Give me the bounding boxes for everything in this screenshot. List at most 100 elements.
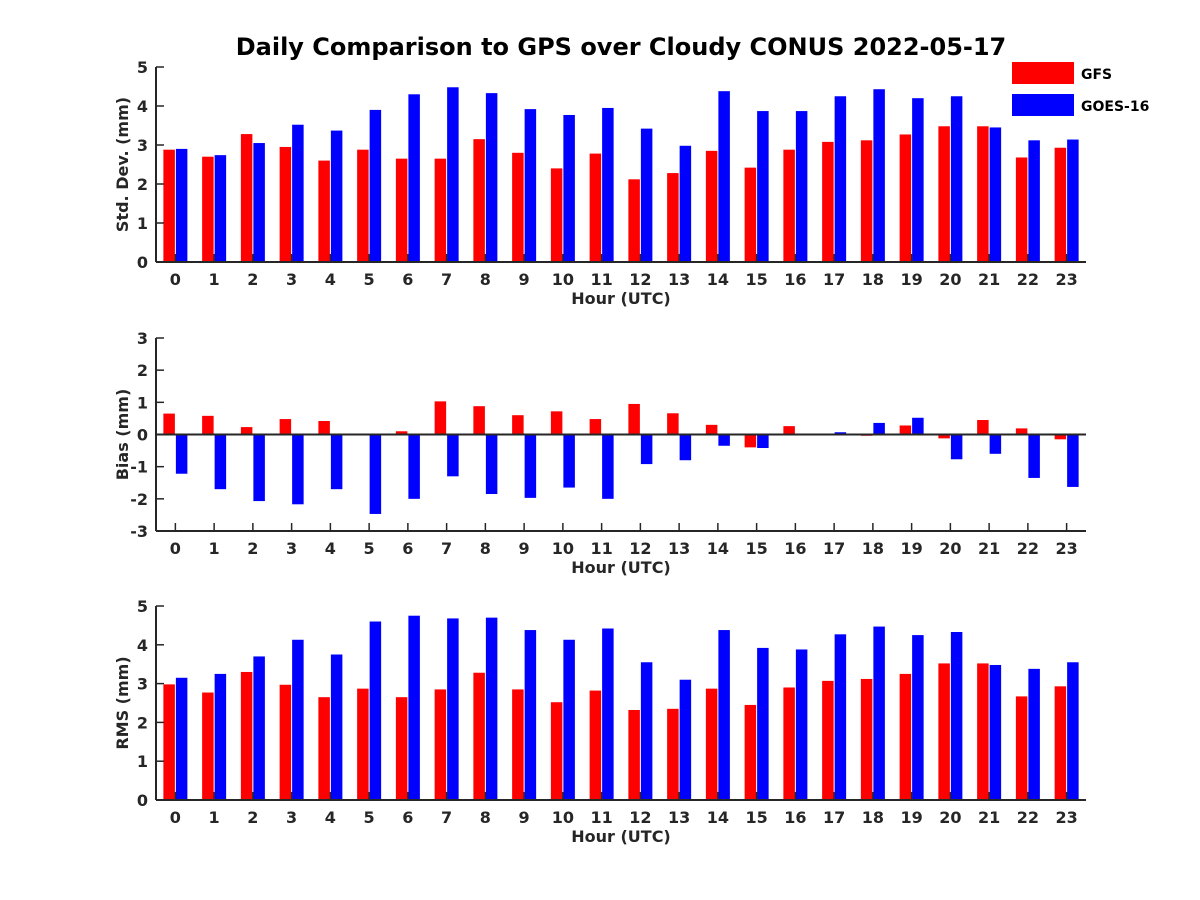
bias-bar-gfs-2 — [240, 427, 253, 435]
std-dev-bar-goes16-14 — [718, 91, 730, 263]
rms-x-tick-label: 6 — [402, 808, 413, 827]
bias-bar-goes16-7 — [447, 434, 459, 477]
rms-bar-gfs-1 — [202, 692, 214, 800]
bias-bar-gfs-7 — [434, 401, 447, 435]
rms-x-tick-label: 2 — [247, 808, 258, 827]
std-dev-bar-goes16-2 — [253, 143, 265, 262]
rms-bar-goes16-12 — [640, 662, 653, 800]
rms-bar-gfs-5 — [357, 688, 369, 800]
bias-x-tick-label: 6 — [402, 539, 413, 558]
bias-x-tick-label: 4 — [325, 539, 336, 558]
bias-x-tick-label: 16 — [784, 539, 806, 558]
rms-bar-goes16-22 — [1028, 668, 1040, 800]
rms-x-tick-label: 13 — [668, 808, 690, 827]
bias-bar-gfs-1 — [202, 415, 214, 435]
bias-bar-goes16-1 — [214, 434, 227, 490]
rms-bar-goes16-20 — [950, 632, 963, 800]
rms-bar-gfs-15 — [744, 704, 757, 800]
bias-x-tick-label: 7 — [441, 539, 452, 558]
bias-x-tick-label: 12 — [629, 539, 651, 558]
std-dev-bar-gfs-15 — [744, 167, 757, 262]
rms-bar-goes16-10 — [563, 639, 575, 800]
bias-bar-gfs-0 — [163, 413, 175, 435]
legend-label-goes16: GOES-16 — [1081, 99, 1149, 115]
std-dev-bar-gfs-5 — [357, 149, 369, 262]
bias-bar-gfs-22 — [1015, 428, 1028, 435]
std-dev-x-axis-label: Hour (UTC) — [571, 289, 671, 308]
std-dev-x-tick-label: 19 — [900, 270, 922, 289]
std-dev-bar-gfs-4 — [318, 160, 330, 262]
rms-x-tick-label: 14 — [707, 808, 729, 827]
std-dev-bar-goes16-10 — [563, 114, 575, 262]
rms-x-tick-label: 3 — [286, 808, 297, 827]
std-dev-x-tick-label: 18 — [862, 270, 884, 289]
std-dev-y-axis-label: Std. Dev. (mm) — [113, 97, 132, 232]
std-dev-bar-goes16-4 — [330, 130, 343, 262]
rms-x-tick-label: 23 — [1055, 808, 1077, 827]
std-dev-bar-goes16-13 — [679, 145, 692, 262]
rms-bar-goes16-3 — [292, 639, 304, 800]
bias-bar-gfs-4 — [318, 420, 330, 435]
std-dev-y-tick-label: 2 — [137, 175, 148, 194]
rms-bar-goes16-15 — [757, 647, 769, 800]
std-dev-x-tick-label: 11 — [590, 270, 612, 289]
rms-bar-gfs-6 — [395, 697, 408, 800]
std-dev-bar-goes16-7 — [447, 87, 459, 262]
std-dev-bar-gfs-2 — [240, 134, 253, 262]
std-dev-bar-goes16-20 — [950, 96, 963, 262]
rms-bar-goes16-2 — [253, 656, 265, 800]
bias-bar-goes16-6 — [408, 434, 420, 499]
rms-x-tick-label: 18 — [862, 808, 884, 827]
bias-bar-goes16-0 — [175, 434, 188, 474]
rms-x-tick-label: 4 — [325, 808, 336, 827]
rms-x-tick-label: 15 — [745, 808, 767, 827]
std-dev-bar-gfs-9 — [512, 152, 524, 262]
std-dev-bar-goes16-18 — [873, 89, 885, 262]
rms-bar-gfs-16 — [783, 687, 795, 800]
bias-x-tick-label: 13 — [668, 539, 690, 558]
std-dev-bar-gfs-21 — [977, 126, 989, 262]
bias-x-tick-label: 23 — [1055, 539, 1077, 558]
rms-bar-goes16-18 — [873, 626, 885, 800]
rms-bar-gfs-11 — [589, 690, 602, 800]
rms-bar-gfs-8 — [473, 672, 485, 800]
std-dev-bar-gfs-16 — [783, 149, 795, 262]
std-dev-bar-goes16-22 — [1028, 140, 1040, 262]
bias-x-tick-label: 17 — [823, 539, 845, 558]
rms-x-tick-label: 12 — [629, 808, 651, 827]
rms-bar-goes16-7 — [447, 618, 459, 800]
rms-bar-gfs-21 — [977, 663, 989, 800]
bias-bar-goes16-10 — [563, 434, 575, 488]
rms-x-tick-label: 9 — [519, 808, 530, 827]
bias-bar-gfs-10 — [550, 411, 563, 435]
std-dev-bar-gfs-7 — [434, 158, 447, 262]
bias-bar-gfs-13 — [667, 413, 679, 435]
rms-bar-gfs-23 — [1054, 686, 1067, 800]
std-dev-y-tick-label: 0 — [137, 253, 148, 272]
bias-x-tick-label: 20 — [939, 539, 961, 558]
bias-bar-gfs-23 — [1054, 434, 1067, 440]
bias-bar-goes16-23 — [1067, 434, 1079, 487]
rms-bar-gfs-2 — [240, 671, 253, 800]
bias-bar-gfs-19 — [899, 425, 912, 435]
bias-bar-goes16-5 — [369, 434, 382, 514]
rms-bar-goes16-21 — [989, 664, 1002, 800]
bias-x-tick-label: 14 — [707, 539, 729, 558]
std-dev-bar-gfs-20 — [938, 126, 950, 262]
bias-bar-gfs-12 — [628, 403, 640, 435]
rms-bar-goes16-8 — [485, 617, 498, 800]
bias-x-tick-label: 10 — [552, 539, 574, 558]
rms-y-tick-label: 4 — [137, 636, 148, 655]
rms-bar-goes16-4 — [330, 654, 343, 800]
std-dev-y-tick-label: 1 — [137, 214, 148, 233]
bias-y-tick-label: 2 — [137, 361, 148, 380]
rms-bar-gfs-10 — [550, 702, 563, 800]
bias-x-tick-label: 0 — [170, 539, 181, 558]
bias-bar-gfs-9 — [512, 415, 524, 435]
rms-x-tick-label: 0 — [170, 808, 181, 827]
std-dev-bar-goes16-0 — [175, 148, 188, 262]
std-dev-bar-goes16-8 — [485, 93, 498, 262]
rms-bar-gfs-12 — [628, 709, 640, 800]
rms-bar-goes16-23 — [1067, 662, 1079, 800]
std-dev-bar-gfs-1 — [202, 156, 214, 262]
